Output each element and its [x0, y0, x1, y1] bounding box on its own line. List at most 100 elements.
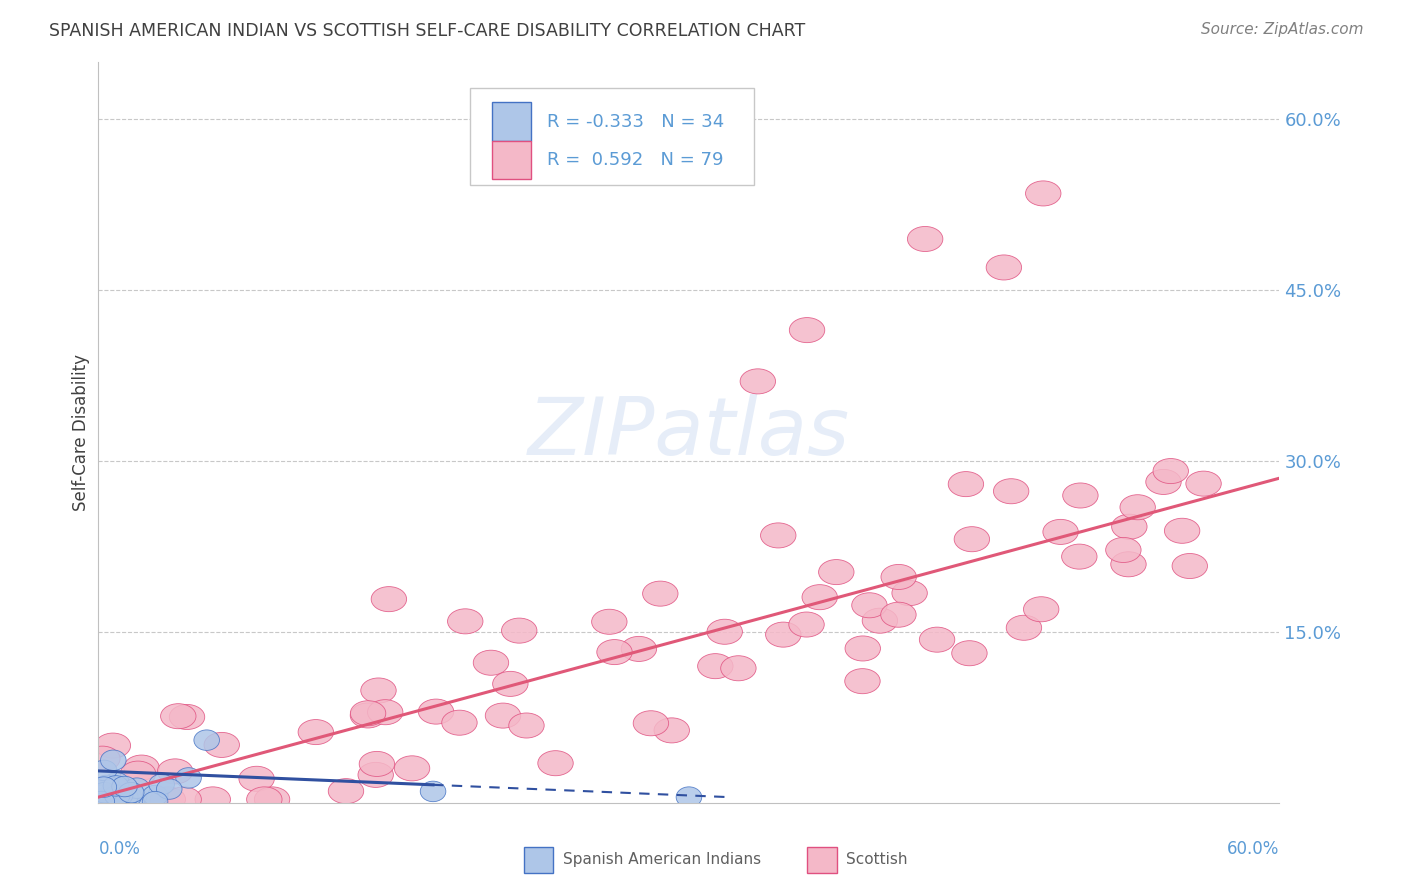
Ellipse shape — [359, 763, 394, 788]
Ellipse shape — [654, 718, 689, 743]
Ellipse shape — [1111, 552, 1146, 577]
Ellipse shape — [1007, 615, 1042, 640]
Text: 0.0%: 0.0% — [98, 840, 141, 858]
Ellipse shape — [419, 699, 454, 724]
Ellipse shape — [350, 701, 385, 726]
Ellipse shape — [740, 368, 776, 394]
Ellipse shape — [87, 783, 114, 804]
Ellipse shape — [1173, 554, 1208, 579]
Ellipse shape — [142, 785, 167, 805]
Ellipse shape — [97, 786, 122, 806]
Ellipse shape — [697, 654, 733, 679]
Ellipse shape — [359, 751, 395, 776]
FancyBboxPatch shape — [807, 847, 837, 873]
Ellipse shape — [124, 755, 159, 780]
Text: SPANISH AMERICAN INDIAN VS SCOTTISH SELF-CARE DISABILITY CORRELATION CHART: SPANISH AMERICAN INDIAN VS SCOTTISH SELF… — [49, 22, 806, 40]
Y-axis label: Self-Care Disability: Self-Care Disability — [72, 354, 90, 511]
Ellipse shape — [89, 791, 115, 812]
Ellipse shape — [502, 618, 537, 643]
Ellipse shape — [328, 779, 364, 804]
Ellipse shape — [621, 636, 657, 662]
Ellipse shape — [907, 227, 943, 252]
Ellipse shape — [94, 787, 129, 812]
Ellipse shape — [1025, 181, 1062, 206]
Ellipse shape — [676, 787, 702, 807]
Ellipse shape — [1164, 518, 1199, 543]
Ellipse shape — [100, 789, 125, 810]
Ellipse shape — [93, 789, 118, 809]
Ellipse shape — [204, 732, 239, 757]
Ellipse shape — [150, 787, 186, 812]
Ellipse shape — [100, 750, 127, 771]
Ellipse shape — [420, 781, 446, 802]
Ellipse shape — [103, 784, 128, 805]
Ellipse shape — [94, 775, 120, 796]
Text: Scottish: Scottish — [846, 853, 907, 867]
Ellipse shape — [103, 776, 129, 797]
Ellipse shape — [801, 584, 838, 610]
Ellipse shape — [195, 787, 231, 812]
Ellipse shape — [789, 318, 825, 343]
Ellipse shape — [115, 787, 142, 807]
Ellipse shape — [100, 784, 125, 805]
Ellipse shape — [149, 774, 174, 795]
Ellipse shape — [166, 787, 201, 812]
Ellipse shape — [986, 255, 1022, 280]
Ellipse shape — [952, 640, 987, 665]
Ellipse shape — [721, 656, 756, 681]
Ellipse shape — [643, 581, 678, 607]
Ellipse shape — [1112, 514, 1147, 540]
Ellipse shape — [156, 779, 181, 799]
Ellipse shape — [118, 782, 143, 803]
Ellipse shape — [121, 786, 148, 806]
Text: ZIPatlas: ZIPatlas — [527, 393, 851, 472]
Ellipse shape — [104, 785, 129, 805]
Ellipse shape — [1153, 458, 1188, 483]
Ellipse shape — [1043, 519, 1078, 544]
Ellipse shape — [111, 776, 138, 797]
Text: Spanish American Indians: Spanish American Indians — [562, 853, 761, 867]
Text: 60.0%: 60.0% — [1227, 840, 1279, 858]
Ellipse shape — [91, 777, 117, 797]
Ellipse shape — [121, 761, 156, 786]
Ellipse shape — [1024, 597, 1059, 622]
Text: Source: ZipAtlas.com: Source: ZipAtlas.com — [1201, 22, 1364, 37]
Ellipse shape — [441, 710, 477, 735]
Ellipse shape — [239, 766, 274, 791]
Ellipse shape — [880, 602, 917, 627]
Ellipse shape — [1121, 495, 1156, 520]
Ellipse shape — [367, 699, 404, 724]
Ellipse shape — [852, 593, 887, 618]
Ellipse shape — [948, 472, 984, 497]
Ellipse shape — [955, 526, 990, 552]
Ellipse shape — [157, 759, 193, 784]
Ellipse shape — [485, 703, 520, 728]
Ellipse shape — [1063, 483, 1098, 508]
Ellipse shape — [84, 746, 120, 772]
Ellipse shape — [112, 787, 138, 807]
Ellipse shape — [194, 730, 219, 750]
Ellipse shape — [891, 581, 928, 606]
Ellipse shape — [394, 756, 430, 780]
Text: R =  0.592   N = 79: R = 0.592 N = 79 — [547, 151, 724, 169]
Ellipse shape — [474, 650, 509, 675]
Ellipse shape — [596, 640, 633, 665]
Ellipse shape — [1105, 538, 1142, 563]
Ellipse shape — [1185, 471, 1222, 496]
Ellipse shape — [91, 782, 117, 803]
Ellipse shape — [920, 627, 955, 652]
Ellipse shape — [124, 778, 149, 798]
Ellipse shape — [103, 788, 128, 808]
Ellipse shape — [96, 733, 131, 758]
FancyBboxPatch shape — [523, 847, 553, 873]
Ellipse shape — [818, 559, 853, 584]
Ellipse shape — [169, 705, 205, 730]
Text: R = -0.333   N = 34: R = -0.333 N = 34 — [547, 112, 724, 130]
Ellipse shape — [761, 523, 796, 548]
Ellipse shape — [538, 751, 574, 776]
Ellipse shape — [509, 713, 544, 738]
Ellipse shape — [160, 704, 195, 729]
Ellipse shape — [633, 711, 669, 736]
Ellipse shape — [592, 609, 627, 634]
FancyBboxPatch shape — [492, 103, 530, 141]
